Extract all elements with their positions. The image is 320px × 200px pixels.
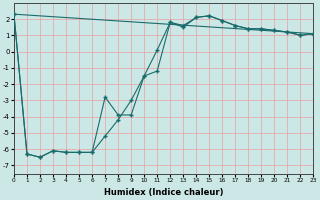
X-axis label: Humidex (Indice chaleur): Humidex (Indice chaleur) <box>104 188 223 197</box>
